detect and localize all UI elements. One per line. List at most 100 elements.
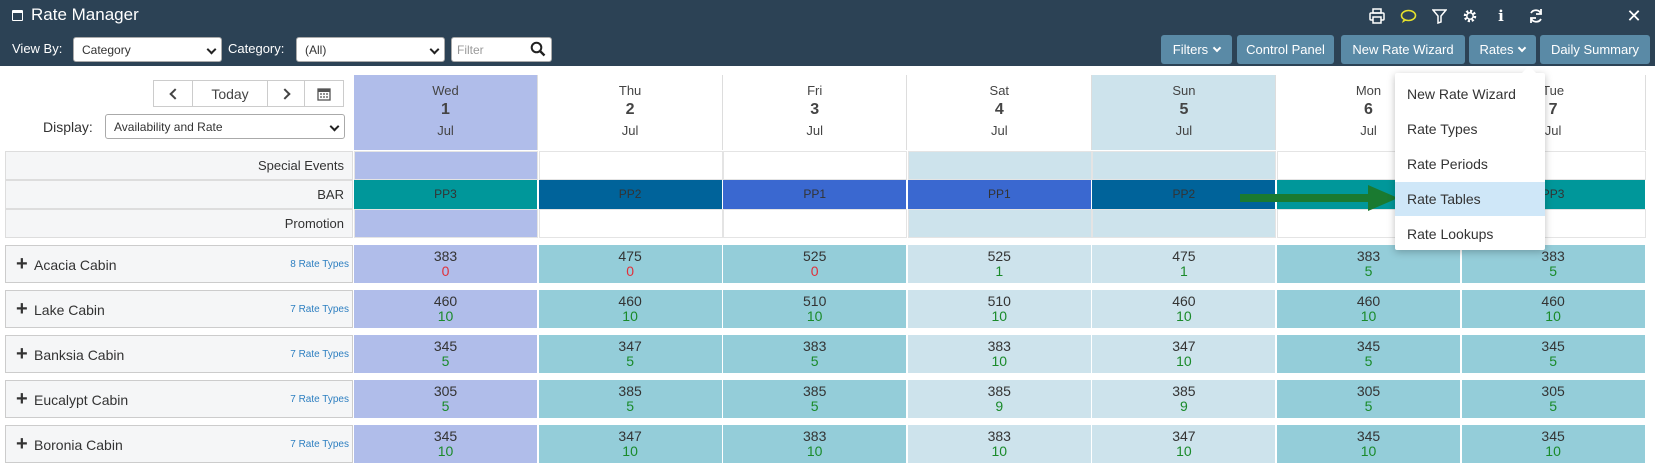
- rate-cell[interactable]: 460 10: [1277, 290, 1461, 328]
- control-panel-button[interactable]: Control Panel: [1237, 35, 1334, 64]
- rate-cell[interactable]: 510 10: [907, 290, 1092, 328]
- rate-cell[interactable]: 385 9: [907, 380, 1092, 418]
- rate-types-link[interactable]: 7 Rate Types: [290, 349, 349, 360]
- rate-cell[interactable]: 460 10: [1461, 290, 1646, 328]
- filters-button[interactable]: Filters: [1161, 35, 1232, 64]
- display-label: Display:: [43, 119, 93, 135]
- special-event-cell[interactable]: [723, 151, 908, 180]
- rate-cell[interactable]: 347 10: [1092, 335, 1277, 373]
- rate-cell[interactable]: 345 10: [1461, 425, 1646, 463]
- bar-cell[interactable]: PP2: [538, 180, 723, 209]
- rate-cell[interactable]: 460 10: [1092, 290, 1277, 328]
- day-of-week: Sun: [1172, 83, 1196, 98]
- bar-cell[interactable]: PP1: [907, 180, 1092, 209]
- promotion-cell[interactable]: [723, 209, 908, 238]
- special-event-cell[interactable]: [354, 151, 538, 180]
- rate-types-link[interactable]: 7 Rate Types: [290, 439, 349, 450]
- day-header[interactable]: Sat 4 Jul: [907, 75, 1092, 150]
- close-icon[interactable]: ✕: [1626, 5, 1642, 26]
- expand-icon[interactable]: +: [16, 298, 28, 320]
- rate-cell[interactable]: 383 10: [723, 425, 908, 463]
- expand-icon[interactable]: +: [16, 388, 28, 410]
- rate-cell[interactable]: 383 0: [354, 245, 538, 283]
- refresh-icon[interactable]: [1526, 6, 1546, 26]
- chevron-down-icon: [429, 44, 440, 55]
- rate-cell[interactable]: 510 10: [723, 290, 908, 328]
- rates-menu-item[interactable]: Rate Tables: [1395, 182, 1545, 216]
- rates-menu-item[interactable]: Rate Types: [1407, 121, 1478, 137]
- rates-menu-item[interactable]: Rate Lookups: [1407, 226, 1494, 242]
- day-header[interactable]: Sun 5 Jul: [1092, 75, 1277, 150]
- rate-cell[interactable]: 383 10: [907, 425, 1092, 463]
- rate-cell[interactable]: 345 5: [1461, 335, 1646, 373]
- rates-menu-item[interactable]: New Rate Wizard: [1407, 86, 1516, 102]
- promotion-cell[interactable]: [354, 209, 538, 238]
- bar-cell[interactable]: PP2: [1092, 180, 1277, 209]
- rate-cell[interactable]: 525 1: [907, 245, 1092, 283]
- rate-value: 345: [1356, 338, 1381, 354]
- rate-cell[interactable]: 345 5: [354, 335, 538, 373]
- display-select[interactable]: Availability and Rate: [105, 114, 345, 139]
- prev-button[interactable]: [153, 80, 193, 107]
- view-by-select[interactable]: Category: [73, 37, 222, 62]
- info-icon[interactable]: i: [1498, 7, 1504, 25]
- search-icon[interactable]: [530, 41, 546, 57]
- rate-cell[interactable]: 305 5: [1461, 380, 1646, 418]
- availability-value: 5: [810, 353, 819, 369]
- rate-cell[interactable]: 383 5: [1277, 245, 1461, 283]
- promotion-cell[interactable]: [907, 209, 1092, 238]
- availability-value: 9: [995, 398, 1004, 414]
- print-icon[interactable]: [1367, 6, 1387, 26]
- rate-cell[interactable]: 475 0: [538, 245, 723, 283]
- bar-cell[interactable]: PP3: [354, 180, 538, 209]
- rate-cell[interactable]: 525 0: [723, 245, 908, 283]
- rate-cell[interactable]: 385 5: [538, 380, 723, 418]
- rate-cell[interactable]: 345 5: [1277, 335, 1461, 373]
- daily-summary-button[interactable]: Daily Summary: [1540, 35, 1650, 64]
- next-button[interactable]: [267, 80, 305, 107]
- expand-icon[interactable]: +: [16, 253, 28, 275]
- rate-cell[interactable]: 305 5: [354, 380, 538, 418]
- filter-icon[interactable]: [1429, 6, 1449, 26]
- category-select[interactable]: (All): [296, 37, 445, 62]
- rate-cell[interactable]: 347 5: [538, 335, 723, 373]
- today-button[interactable]: Today: [192, 80, 268, 107]
- rate-cell[interactable]: 385 9: [1092, 380, 1277, 418]
- new-rate-wizard-button[interactable]: New Rate Wizard: [1341, 35, 1465, 64]
- day-header[interactable]: Fri 3 Jul: [723, 75, 908, 150]
- rate-cell[interactable]: 345 10: [1277, 425, 1461, 463]
- promotion-cell[interactable]: [538, 209, 723, 238]
- rate-types-link[interactable]: 7 Rate Types: [290, 304, 349, 315]
- rate-cell[interactable]: 347 10: [538, 425, 723, 463]
- rate-cell[interactable]: 383 5: [723, 335, 908, 373]
- rate-types-link[interactable]: 8 Rate Types: [290, 259, 349, 270]
- expand-icon[interactable]: +: [16, 433, 28, 455]
- rate-cell[interactable]: 460 10: [538, 290, 723, 328]
- rate-cell[interactable]: 385 5: [723, 380, 908, 418]
- rate-cell[interactable]: 305 5: [1277, 380, 1461, 418]
- expand-icon[interactable]: +: [16, 343, 28, 365]
- day-header[interactable]: Wed 1 Jul: [354, 75, 538, 150]
- rate-cell[interactable]: 383 10: [907, 335, 1092, 373]
- rate-cell[interactable]: 460 10: [354, 290, 538, 328]
- rate-cell[interactable]: 347 10: [1092, 425, 1277, 463]
- filter-input[interactable]: Filter: [451, 37, 552, 62]
- comment-icon[interactable]: [1398, 6, 1418, 26]
- rate-cell[interactable]: 383 5: [1461, 245, 1646, 283]
- gear-icon[interactable]: [1460, 6, 1480, 26]
- rate-types-link[interactable]: 7 Rate Types: [290, 394, 349, 405]
- special-event-cell[interactable]: [538, 151, 723, 180]
- rates-button[interactable]: Rates: [1469, 35, 1536, 64]
- calendar-picker-button[interactable]: [304, 80, 344, 107]
- rates-menu-item[interactable]: Rate Periods: [1407, 156, 1488, 172]
- special-event-cell[interactable]: [1092, 151, 1277, 180]
- special-event-cell[interactable]: [907, 151, 1092, 180]
- promotion-cell[interactable]: [1092, 209, 1277, 238]
- rate-value: 383: [803, 338, 827, 354]
- rate-cell[interactable]: 345 10: [354, 425, 538, 463]
- day-header[interactable]: Thu 2 Jul: [538, 75, 723, 150]
- bar-cell[interactable]: PP1: [723, 180, 908, 209]
- availability-value: 10: [1176, 443, 1192, 459]
- rate-cell[interactable]: 475 1: [1092, 245, 1277, 283]
- availability-value: 10: [1176, 353, 1192, 369]
